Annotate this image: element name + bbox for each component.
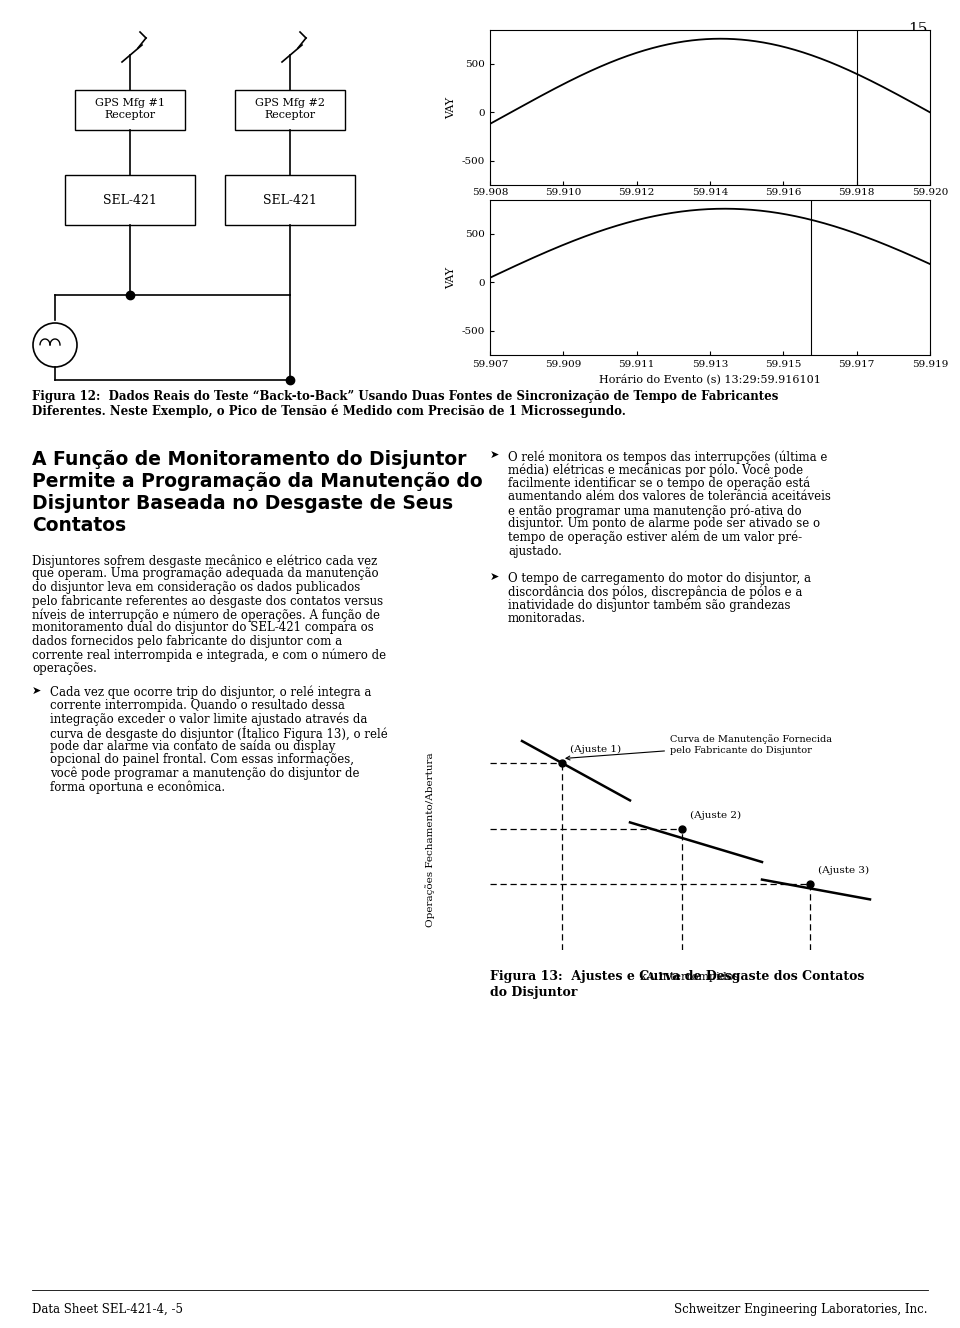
Text: inatividade do disjuntor também são grandezas: inatividade do disjuntor também são gran… (508, 599, 790, 612)
Text: GPS Mfg #2: GPS Mfg #2 (255, 98, 325, 108)
Text: GPS Mfg #1: GPS Mfg #1 (95, 98, 165, 108)
Text: SEL-421: SEL-421 (263, 194, 317, 206)
Text: forma oportuna e econômica.: forma oportuna e econômica. (50, 780, 226, 794)
Y-axis label: VAY: VAY (446, 267, 456, 288)
Text: Disjuntores sofrem desgaste mecânico e elétrico cada vez: Disjuntores sofrem desgaste mecânico e e… (32, 554, 377, 567)
Text: que operam. Uma programação adequada da manutenção: que operam. Uma programação adequada da … (32, 567, 378, 580)
Text: A Função de Monitoramento do Disjuntor: A Função de Monitoramento do Disjuntor (32, 450, 467, 469)
Text: Operações Fechamento/Abertura: Operações Fechamento/Abertura (425, 753, 435, 927)
Text: kA Interrompidos: kA Interrompidos (640, 972, 739, 981)
Text: do Disjuntor: do Disjuntor (490, 985, 577, 999)
Text: pode dar alarme via contato de saída ou display: pode dar alarme via contato de saída ou … (50, 740, 335, 753)
Text: Contatos: Contatos (32, 517, 126, 535)
Text: discordância dos pólos, discrepância de pólos e a: discordância dos pólos, discrepância de … (508, 586, 803, 599)
Text: Receptor: Receptor (264, 110, 316, 120)
Text: ➤: ➤ (490, 450, 499, 459)
Text: Receptor: Receptor (105, 110, 156, 120)
Text: ➤: ➤ (32, 685, 41, 696)
Text: Cada vez que ocorre trip do disjuntor, o relé integra a: Cada vez que ocorre trip do disjuntor, o… (50, 685, 372, 699)
Text: Diferentes. Neste Exemplo, o Pico de Tensão é Medido com Precisão de 1 Microsseg: Diferentes. Neste Exemplo, o Pico de Ten… (32, 405, 626, 418)
Text: (Ajuste 3): (Ajuste 3) (818, 866, 869, 875)
Text: corrente interrompida. Quando o resultado dessa: corrente interrompida. Quando o resultad… (50, 699, 345, 712)
Text: Curva de Manutenção Fornecida
pelo Fabricante do Disjuntor: Curva de Manutenção Fornecida pelo Fabri… (566, 734, 832, 760)
Text: 15: 15 (908, 23, 928, 36)
Text: corrente real interrompida e integrada, e com o número de: corrente real interrompida e integrada, … (32, 648, 386, 661)
Text: integração exceder o valor limite ajustado através da: integração exceder o valor limite ajusta… (50, 713, 368, 726)
Bar (75, 90, 185, 130)
Text: você pode programar a manutenção do disjuntor de: você pode programar a manutenção do disj… (50, 766, 359, 780)
Bar (225, 175, 355, 224)
Text: média) elétricas e mecânicas por pólo. Você pode: média) elétricas e mecânicas por pólo. V… (508, 463, 804, 477)
Text: Disjuntor Baseada no Desgaste de Seus: Disjuntor Baseada no Desgaste de Seus (32, 494, 453, 513)
Text: O relé monitora os tempos das interrupções (última e: O relé monitora os tempos das interrupçõ… (508, 450, 828, 463)
Text: monitoradas.: monitoradas. (508, 612, 587, 625)
Text: do disjuntor leva em consideração os dados publicados: do disjuntor leva em consideração os dad… (32, 582, 360, 594)
Text: ➤: ➤ (490, 572, 499, 582)
X-axis label: Horário do Evento (s) 13:29:59.916100: Horário do Evento (s) 13:29:59.916100 (599, 201, 821, 211)
Text: O tempo de carregamento do motor do disjuntor, a: O tempo de carregamento do motor do disj… (508, 572, 811, 586)
Text: ajustado.: ajustado. (508, 544, 562, 558)
Text: Figura 13:  Ajustes e Curva de Desgaste dos Contatos: Figura 13: Ajustes e Curva de Desgaste d… (490, 969, 864, 983)
Text: (Ajuste 2): (Ajuste 2) (690, 811, 741, 821)
Text: níveis de interrupção e número de operações. A função de: níveis de interrupção e número de operaç… (32, 608, 380, 622)
Text: pelo fabricante referentes ao desgaste dos contatos versus: pelo fabricante referentes ao desgaste d… (32, 595, 383, 607)
Text: disjuntor. Um ponto de alarme pode ser ativado se o: disjuntor. Um ponto de alarme pode ser a… (508, 518, 820, 530)
Bar (65, 175, 195, 224)
Text: Permite a Programação da Manutenção do: Permite a Programação da Manutenção do (32, 471, 483, 491)
Text: dados fornecidos pelo fabricante do disjuntor com a: dados fornecidos pelo fabricante do disj… (32, 635, 342, 648)
Text: tempo de operação estiver além de um valor pré-: tempo de operação estiver além de um val… (508, 531, 803, 544)
Text: Figura 12:  Dados Reais do Teste “Back-to-Back” Usando Duas Fontes de Sincroniza: Figura 12: Dados Reais do Teste “Back-to… (32, 390, 779, 402)
Text: Schweitzer Engineering Laboratories, Inc.: Schweitzer Engineering Laboratories, Inc… (675, 1303, 928, 1316)
Text: facilmente identificar se o tempo de operação está: facilmente identificar se o tempo de ope… (508, 477, 810, 490)
Text: operações.: operações. (32, 661, 97, 675)
Text: curva de desgaste do disjuntor (Ítalico Figura 13), o relé: curva de desgaste do disjuntor (Ítalico … (50, 726, 388, 741)
Text: SEL-421: SEL-421 (103, 194, 156, 206)
Bar (235, 90, 345, 130)
Text: opcional do painel frontal. Com essas informações,: opcional do painel frontal. Com essas in… (50, 753, 354, 766)
Text: e então programar uma manutenção pró-ativa do: e então programar uma manutenção pró-ati… (508, 505, 802, 518)
Text: (Ajuste 1): (Ajuste 1) (570, 745, 621, 754)
Text: aumentando além dos valores de tolerância aceitáveis: aumentando além dos valores de tolerânci… (508, 490, 830, 503)
Y-axis label: VAY: VAY (446, 97, 456, 118)
X-axis label: Horário do Evento (s) 13:29:59.916101: Horário do Evento (s) 13:29:59.916101 (599, 373, 821, 384)
Text: Data Sheet SEL-421-4, -5: Data Sheet SEL-421-4, -5 (32, 1303, 183, 1316)
Text: monitoramento dual do disjuntor do SEL-421 compara os: monitoramento dual do disjuntor do SEL-4… (32, 622, 373, 635)
